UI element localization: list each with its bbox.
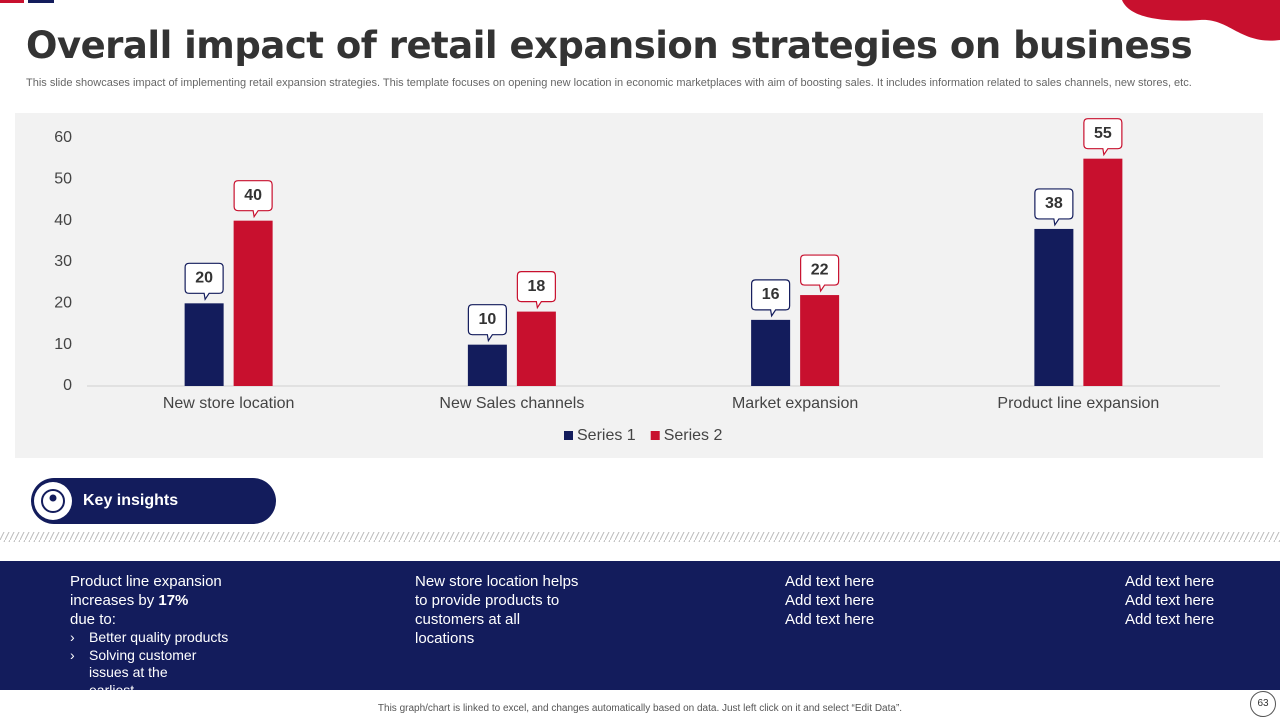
bar — [1083, 158, 1123, 386]
bar — [800, 295, 840, 386]
x-tick-label: Product line expansion — [997, 395, 1159, 412]
corner-mark — [28, 0, 54, 3]
data-label-callout — [467, 304, 507, 343]
data-label: 22 — [811, 261, 829, 278]
insights-icon — [49, 494, 57, 502]
data-label: 10 — [478, 311, 496, 328]
bar — [516, 311, 556, 386]
data-label-callout — [1034, 188, 1074, 227]
legend-label: Series 2 — [664, 427, 723, 444]
y-tick-label: 0 — [63, 377, 72, 394]
insight-bullet: Better quality products — [70, 629, 248, 647]
data-label-callout — [751, 279, 791, 318]
insights-band: Product line expansion increases by 17% … — [0, 561, 1280, 698]
slide-subtitle: This slide showcases impact of implement… — [26, 77, 1192, 89]
footer-note: This graph/chart is linked to excel, and… — [377, 703, 903, 714]
bar — [751, 319, 791, 386]
bar — [467, 344, 507, 386]
insight-line: Add text here — [785, 573, 875, 590]
insight-line: Add text here — [785, 592, 875, 609]
insight-text: Product line expansion increases by — [70, 573, 222, 609]
y-tick-label: 30 — [54, 253, 72, 270]
x-tick-label: New store location — [163, 395, 295, 412]
data-label: 20 — [195, 270, 213, 287]
x-tick-label: Market expansion — [732, 395, 858, 412]
data-label: 55 — [1094, 125, 1112, 142]
y-tick-label: 50 — [54, 171, 72, 188]
legend-label: Series 1 — [577, 427, 636, 444]
insight-line: Add text here — [1125, 592, 1215, 609]
insight-column: Add text here Add text here Add text her… — [1125, 572, 1214, 629]
data-label-callout — [1083, 118, 1123, 157]
data-label: 18 — [527, 278, 545, 295]
insight-bullet: Solving customer issues at the earliest — [70, 647, 209, 700]
data-label: 40 — [244, 187, 262, 204]
insight-highlight: 17% — [158, 592, 189, 609]
insight-text: due to: — [70, 611, 116, 628]
legend-swatch — [650, 431, 660, 440]
insight-line: Add text here — [1125, 611, 1215, 628]
bar — [184, 303, 224, 386]
y-tick-label: 10 — [54, 336, 72, 353]
insights-pill — [31, 478, 276, 524]
slide-title: Overall impact of retail expansion strat… — [26, 24, 1193, 67]
y-tick-label: 40 — [54, 212, 72, 229]
legend-swatch — [564, 431, 573, 440]
insight-line: Add text here — [1125, 573, 1215, 590]
data-label-callout — [516, 271, 556, 310]
insight-column: Product line expansion increases by 17% … — [70, 572, 248, 699]
data-label-callout — [233, 180, 273, 219]
insight-column: Add text here Add text here Add text her… — [785, 572, 874, 629]
bar — [1034, 228, 1074, 386]
bar — [233, 220, 273, 386]
y-tick-label: 60 — [54, 129, 72, 146]
data-label: 16 — [762, 286, 780, 303]
data-label: 38 — [1045, 195, 1063, 212]
divider — [0, 532, 1280, 542]
x-tick-label: New Sales channels — [439, 395, 584, 412]
data-label-callout — [184, 262, 224, 301]
insight-list: Better quality products Solving customer… — [70, 629, 248, 699]
insight-line: Add text here — [785, 611, 875, 628]
data-label-callout — [800, 254, 840, 293]
corner-blob — [1122, 0, 1280, 41]
corner-mark — [0, 0, 24, 3]
page-number: 63 — [1250, 691, 1276, 717]
y-tick-label: 20 — [54, 295, 72, 312]
insights-icon — [41, 489, 65, 513]
insight-column: New store location helps to provide prod… — [415, 573, 579, 647]
insights-title: Key insights — [83, 492, 178, 509]
